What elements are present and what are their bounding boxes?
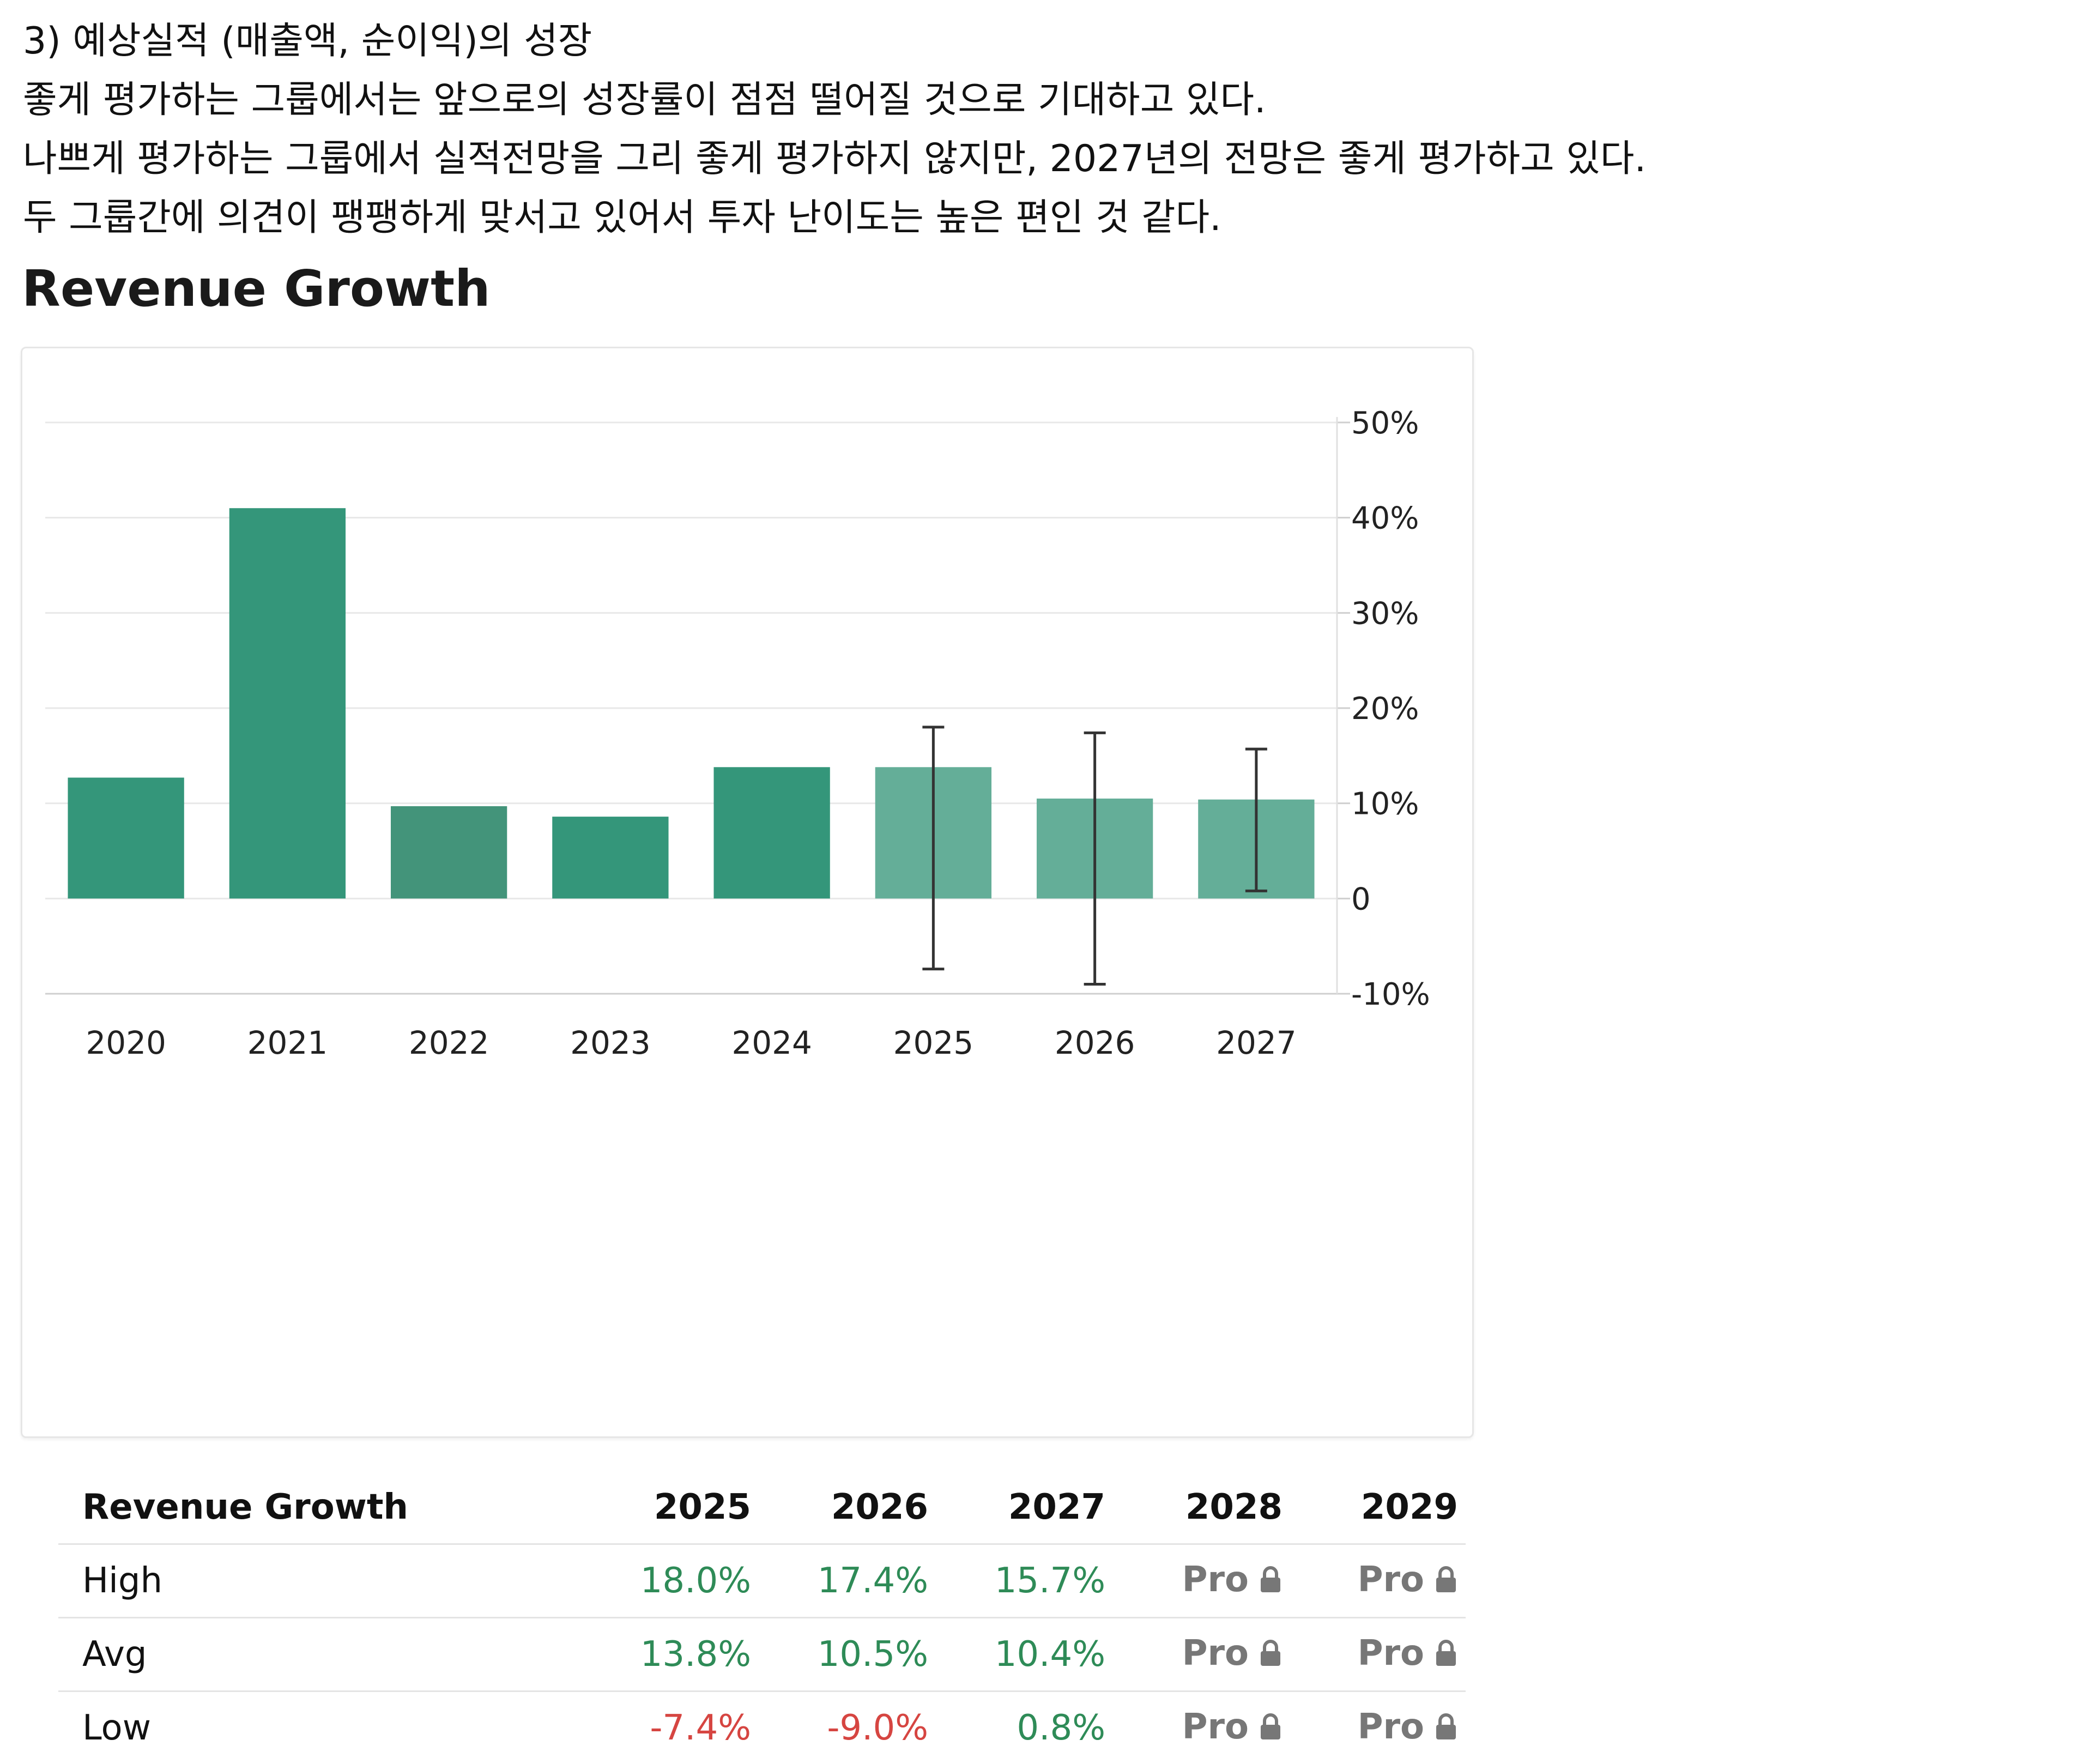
table-header-year: 2029 <box>1290 1471 1466 1544</box>
pro-label: Pro <box>1358 1707 1424 1747</box>
pro-locked-cell: Pro <box>1113 1544 1290 1618</box>
table-header-year: 2028 <box>1113 1471 1290 1544</box>
x-tick-label: 2027 <box>1216 1024 1297 1061</box>
table-header-year: 2027 <box>936 1471 1113 1544</box>
estimate-value: -7.4% <box>582 1691 759 1764</box>
row-label: High <box>58 1544 582 1618</box>
lock-icon <box>1259 1709 1283 1749</box>
pro-label: Pro <box>1358 1633 1424 1674</box>
lock-icon <box>1434 1562 1458 1602</box>
estimate-value: 10.4% <box>936 1618 1113 1691</box>
bar <box>391 806 507 898</box>
table-header-year: 2025 <box>582 1471 759 1544</box>
lock-icon <box>1434 1635 1458 1676</box>
pro-locked-cell: Pro <box>1290 1691 1466 1764</box>
pro-locked-cell: Pro <box>1290 1618 1466 1691</box>
estimate-value: 17.4% <box>759 1544 936 1618</box>
y-tick-label: 40% <box>1351 501 1419 536</box>
pro-label: Pro <box>1182 1707 1249 1747</box>
intro-text: 3) 예상실적 (매출액, 순이익)의 성장 좋게 평가하는 그룹에서는 앞으로… <box>23 12 2040 247</box>
row-label: Avg <box>58 1618 582 1691</box>
table-row: Low-7.4%-9.0%0.8% Pro Pro <box>58 1691 1466 1764</box>
x-tick-label: 2023 <box>570 1024 651 1061</box>
pro-locked-cell: Pro <box>1113 1618 1290 1691</box>
x-tick-label: 2024 <box>731 1024 812 1061</box>
estimate-value: 13.8% <box>582 1618 759 1691</box>
table-header-row: Revenue Growth 2025 2026 2027 2028 2029 <box>58 1471 1466 1544</box>
y-tick-label: 50% <box>1351 406 1419 441</box>
x-tick-label: 2021 <box>247 1024 328 1061</box>
y-tick-label: -10% <box>1351 977 1430 1012</box>
intro-line: 두 그룹간에 의견이 팽팽하게 맞서고 있어서 투자 난이도는 높은 편인 것 … <box>23 189 2040 247</box>
estimate-value: 15.7% <box>936 1544 1113 1618</box>
section-title: Revenue Growth <box>22 256 491 322</box>
bar <box>229 508 346 898</box>
x-tick-label: 2025 <box>893 1024 974 1061</box>
estimates-table: Revenue Growth 2025 2026 2027 2028 2029 … <box>58 1471 1466 1764</box>
x-tick-label: 2020 <box>86 1024 166 1061</box>
table-header-year: 2026 <box>759 1471 936 1544</box>
pro-label: Pro <box>1182 1633 1249 1674</box>
lock-icon <box>1259 1635 1283 1676</box>
bar <box>68 778 184 899</box>
x-tick-label: 2026 <box>1055 1024 1135 1061</box>
lock-icon <box>1259 1562 1283 1602</box>
revenue-growth-chart: -10% 0 10% 20% 30% 40% 50% 2020 2021 2022 2023 2024… <box>22 348 1475 1439</box>
table-header-label: Revenue Growth <box>58 1471 582 1544</box>
estimate-value: 0.8% <box>936 1691 1113 1764</box>
y-tick-label: 0 <box>1351 881 1371 917</box>
estimate-value: 10.5% <box>759 1618 936 1691</box>
bar <box>552 817 668 898</box>
bar <box>713 767 830 898</box>
intro-heading: 3) 예상실적 (매출액, 순이익)의 성장 <box>23 12 2040 71</box>
row-label: Low <box>58 1691 582 1764</box>
estimate-value: 18.0% <box>582 1544 759 1618</box>
y-tick-label: 20% <box>1351 691 1419 727</box>
pro-locked-cell: Pro <box>1113 1691 1290 1764</box>
y-tick-label: 30% <box>1351 596 1419 631</box>
lock-icon <box>1434 1709 1458 1749</box>
intro-line: 나쁘게 평가하는 그룹에서 실적전망을 그리 좋게 평가하지 않지만, 2027… <box>23 130 2040 189</box>
intro-line: 좋게 평가하는 그룹에서는 앞으로의 성장률이 점점 떨어질 것으로 기대하고 … <box>23 71 2040 130</box>
pro-label: Pro <box>1358 1560 1424 1600</box>
x-tick-label: 2022 <box>409 1024 489 1061</box>
y-tick-label: 10% <box>1351 787 1419 822</box>
estimate-value: -9.0% <box>759 1691 936 1764</box>
pro-locked-cell: Pro <box>1290 1544 1466 1618</box>
pro-label: Pro <box>1182 1560 1249 1600</box>
revenue-growth-card: -10% 0 10% 20% 30% 40% 50% 2020 2021 2022 2023 2024… <box>21 347 1474 1438</box>
